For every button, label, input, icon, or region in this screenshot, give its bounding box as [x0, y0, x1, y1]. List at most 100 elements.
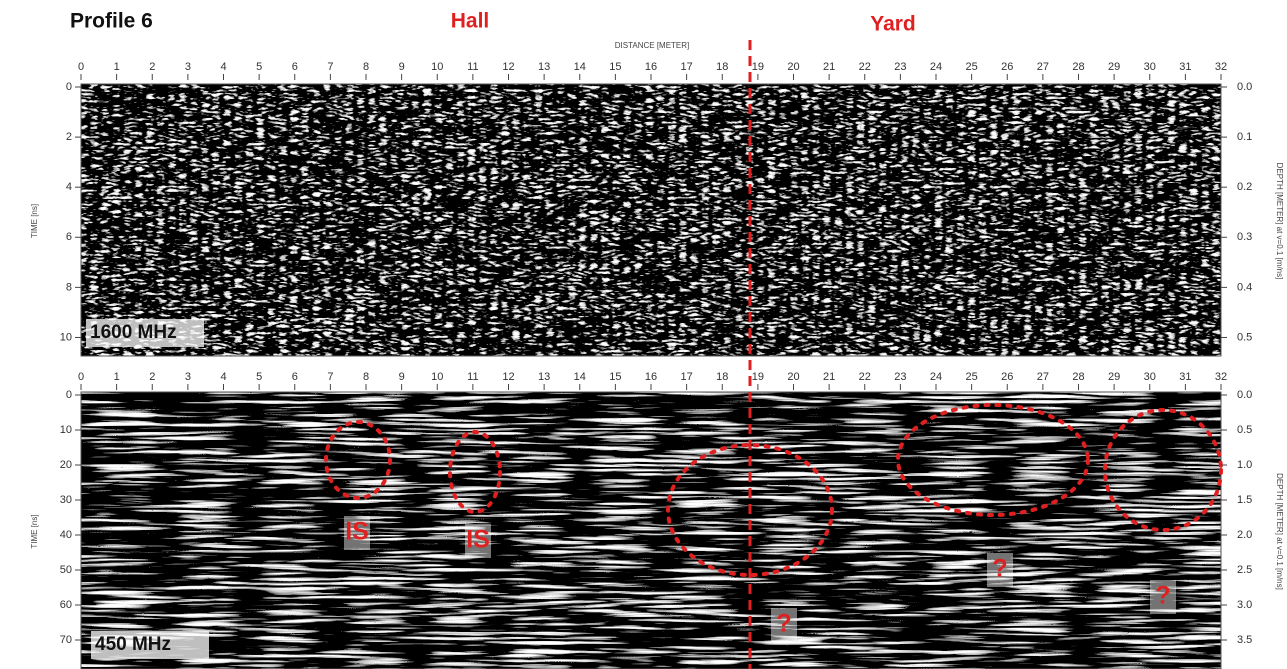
y-tick-label: 10	[60, 331, 72, 343]
x-tick-label: 14	[574, 371, 586, 383]
y-tick-label: 50	[60, 564, 72, 576]
y2-tick-label: 1.0	[1237, 459, 1252, 471]
annotation: ?	[1155, 582, 1170, 610]
section-label: Hall	[451, 10, 490, 33]
x-tick-label: 10	[431, 371, 443, 383]
x-tick-label: 20	[787, 61, 799, 73]
x-tick-label: 18	[716, 371, 728, 383]
y-tick-label: 2	[66, 131, 72, 143]
y2-tick-label: 0.2	[1237, 181, 1252, 193]
y-axis-label: TIME [ns]	[30, 204, 39, 238]
x-tick-label: 17	[681, 61, 693, 73]
x-tick-label: 28	[1072, 371, 1084, 383]
x-tick-label: 26	[1001, 371, 1013, 383]
x-tick-label: 32	[1215, 61, 1227, 73]
x-tick-label: 24	[930, 371, 942, 383]
y2-tick-label: 0.5	[1237, 331, 1252, 343]
y-axis-label: TIME [ns]	[30, 514, 39, 548]
y2-tick-label: 2.5	[1237, 564, 1252, 576]
x-tick-label: 20	[787, 371, 799, 383]
x-tick-label: 17	[681, 371, 693, 383]
x-tick-label: 1	[114, 371, 120, 383]
y-tick-label: 70	[60, 634, 72, 646]
y2-tick-label: 0.3	[1237, 231, 1252, 243]
x-tick-label: 16	[645, 371, 657, 383]
x-tick-label: 25	[966, 371, 978, 383]
x-tick-label: 22	[859, 61, 871, 73]
title: Profile 6	[70, 10, 153, 33]
y2-tick-label: 1.5	[1237, 494, 1252, 506]
x-tick-label: 6	[292, 371, 298, 383]
x-tick-label: 32	[1215, 371, 1227, 383]
x-tick-label: 23	[894, 61, 906, 73]
radargram-450	[81, 392, 1221, 669]
y2-tick-label: 3.0	[1237, 599, 1252, 611]
x-tick-label: 5	[256, 371, 262, 383]
x-tick-label: 10	[431, 61, 443, 73]
x-tick-label: 1	[114, 61, 120, 73]
y2-tick-label: 0.1	[1237, 131, 1252, 143]
x-tick-label: 27	[1037, 61, 1049, 73]
y2-tick-label: 3.5	[1237, 634, 1252, 646]
y2-tick-label: 0.5	[1237, 424, 1252, 436]
frequency-label: 1600 MHz	[90, 322, 177, 343]
y2-tick-label: 0.0	[1237, 81, 1252, 93]
x-tick-label: 31	[1179, 371, 1191, 383]
x-tick-label: 3	[185, 371, 191, 383]
y-tick-label: 60	[60, 599, 72, 611]
frequency-label: 450 MHz	[95, 634, 171, 655]
x-tick-label: 18	[716, 61, 728, 73]
y-tick-label: 40	[60, 529, 72, 541]
x-tick-label: 4	[220, 371, 226, 383]
x-tick-label: 9	[399, 61, 405, 73]
x-tick-label: 7	[327, 371, 333, 383]
x-tick-label: 9	[399, 371, 405, 383]
x-tick-label: 29	[1108, 61, 1120, 73]
x-tick-label: 2	[149, 61, 155, 73]
y-tick-label: 0	[66, 81, 72, 93]
x-tick-label: 15	[609, 371, 621, 383]
x-tick-label: 22	[859, 371, 871, 383]
x-tick-label: 16	[645, 61, 657, 73]
y2-tick-label: 0.0	[1237, 389, 1252, 401]
x-tick-label: 27	[1037, 371, 1049, 383]
annotation: IS	[345, 518, 369, 546]
x-tick-label: 3	[185, 61, 191, 73]
x-tick-label: 8	[363, 371, 369, 383]
y-tick-label: 20	[60, 459, 72, 471]
y-tick-label: 0	[66, 389, 72, 401]
x-tick-label: 24	[930, 61, 942, 73]
y-tick-label: 10	[60, 424, 72, 436]
x-tick-label: 5	[256, 61, 262, 73]
x-tick-label: 25	[966, 61, 978, 73]
annotation: ?	[776, 610, 791, 638]
y2-tick-label: 0.4	[1237, 281, 1252, 293]
x-tick-label: 30	[1144, 371, 1156, 383]
y2-tick-label: 2.0	[1237, 529, 1252, 541]
y-tick-label: 6	[66, 231, 72, 243]
annotation: IS	[466, 526, 490, 554]
section-label: Yard	[870, 13, 916, 36]
x-tick-label: 4	[220, 61, 226, 73]
x-tick-label: 0	[78, 371, 84, 383]
x-tick-label: 15	[609, 61, 621, 73]
x-tick-label: 12	[502, 61, 514, 73]
x-tick-label: 12	[502, 371, 514, 383]
x-tick-label: 31	[1179, 61, 1191, 73]
x-tick-label: 7	[327, 61, 333, 73]
x-axis-label: DISTANCE [METER]	[615, 41, 690, 50]
figure: Profile 6 Hall Yard DISTANCE [METER] 012…	[0, 0, 1287, 669]
x-tick-label: 28	[1072, 61, 1084, 73]
x-tick-label: 14	[574, 61, 586, 73]
x-tick-label: 13	[538, 371, 550, 383]
y-tick-label: 30	[60, 494, 72, 506]
x-tick-label: 8	[363, 61, 369, 73]
x-tick-label: 19	[752, 61, 764, 73]
x-tick-label: 0	[78, 61, 84, 73]
x-tick-label: 19	[752, 371, 764, 383]
y2-axis-label: DEPTH [METER] at v=0.1 [m/ns]	[1275, 473, 1284, 590]
x-tick-label: 29	[1108, 371, 1120, 383]
x-tick-label: 13	[538, 61, 550, 73]
y-tick-label: 8	[66, 281, 72, 293]
annotation: ?	[992, 555, 1007, 583]
